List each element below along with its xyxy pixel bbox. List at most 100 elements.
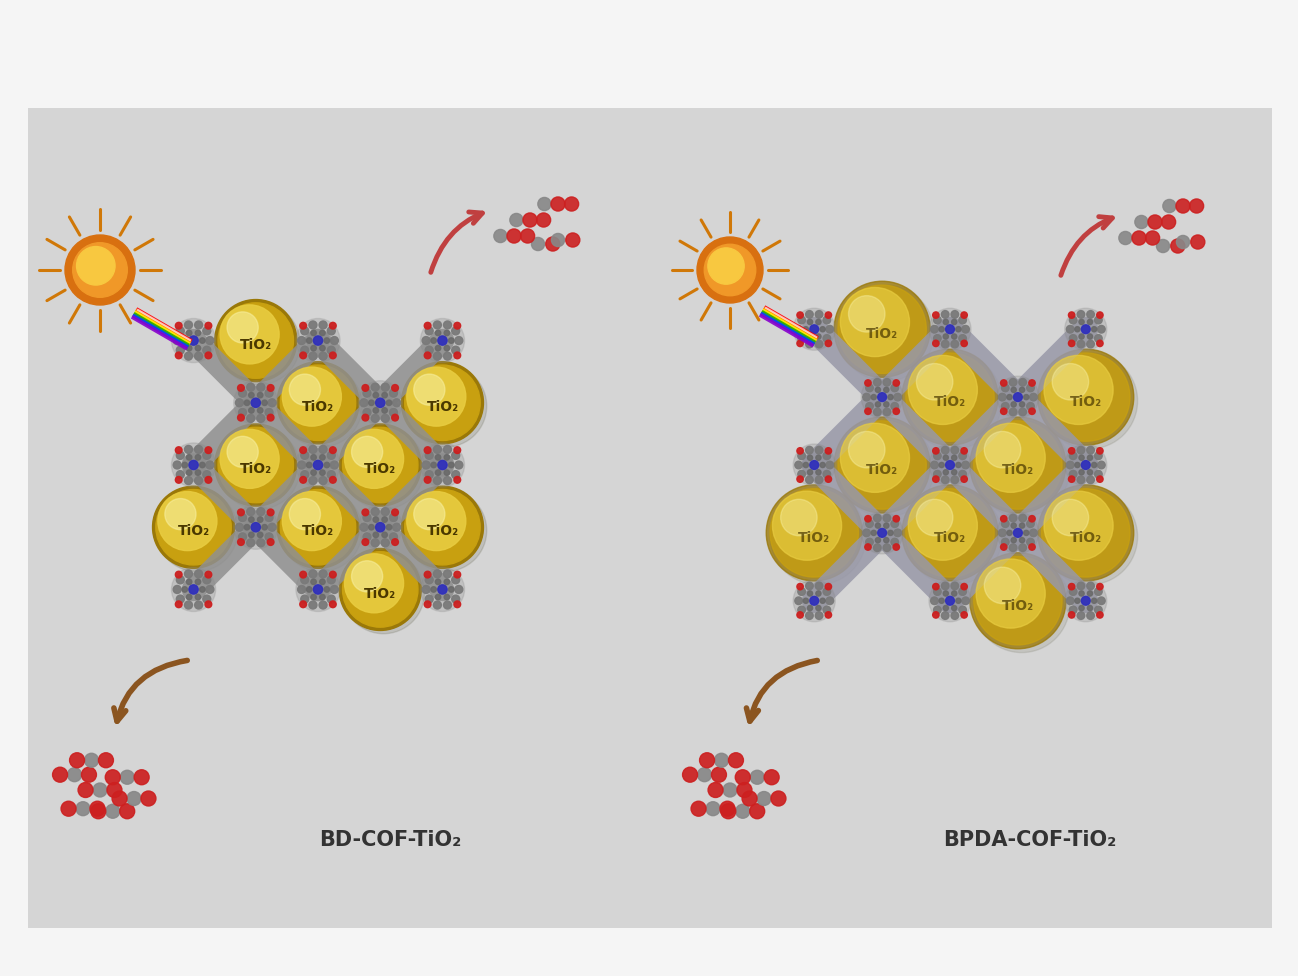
Circle shape <box>961 341 967 346</box>
Circle shape <box>705 244 755 296</box>
Circle shape <box>1088 319 1093 325</box>
Circle shape <box>244 400 249 405</box>
Circle shape <box>401 486 483 568</box>
Circle shape <box>884 402 889 407</box>
Circle shape <box>280 490 362 572</box>
Circle shape <box>933 316 941 324</box>
Circle shape <box>933 476 938 482</box>
Circle shape <box>1029 529 1037 537</box>
Circle shape <box>1044 491 1114 560</box>
Circle shape <box>951 590 957 596</box>
Circle shape <box>1001 408 1007 415</box>
Circle shape <box>73 243 127 298</box>
Circle shape <box>200 338 205 344</box>
Circle shape <box>369 524 374 530</box>
Circle shape <box>177 470 184 478</box>
Circle shape <box>823 316 831 324</box>
Circle shape <box>1024 394 1029 400</box>
Circle shape <box>946 461 954 469</box>
Circle shape <box>330 476 336 483</box>
Circle shape <box>405 365 480 440</box>
Circle shape <box>820 327 826 332</box>
Circle shape <box>1094 316 1102 324</box>
Circle shape <box>373 532 379 538</box>
Circle shape <box>1092 327 1097 332</box>
Circle shape <box>218 303 300 385</box>
Circle shape <box>888 394 893 400</box>
Circle shape <box>1081 461 1090 469</box>
Circle shape <box>1001 515 1007 522</box>
Circle shape <box>221 305 279 364</box>
Circle shape <box>177 595 184 603</box>
Circle shape <box>452 327 459 335</box>
Circle shape <box>235 399 244 407</box>
Circle shape <box>171 567 215 612</box>
Circle shape <box>826 584 832 590</box>
Circle shape <box>1088 455 1093 461</box>
Circle shape <box>1147 215 1162 229</box>
Circle shape <box>249 392 254 398</box>
Circle shape <box>324 338 330 344</box>
Circle shape <box>816 590 822 596</box>
Circle shape <box>454 322 461 329</box>
Circle shape <box>435 455 441 460</box>
Circle shape <box>951 455 957 461</box>
Circle shape <box>823 335 831 343</box>
Circle shape <box>244 524 249 530</box>
Circle shape <box>119 804 135 819</box>
Circle shape <box>1079 455 1084 461</box>
Circle shape <box>301 576 309 584</box>
Circle shape <box>890 385 898 391</box>
Text: TiO₂: TiO₂ <box>178 524 209 539</box>
Circle shape <box>424 447 431 454</box>
Circle shape <box>382 532 387 538</box>
Circle shape <box>826 597 833 604</box>
Circle shape <box>251 522 261 532</box>
Circle shape <box>909 355 977 425</box>
Circle shape <box>1029 515 1036 522</box>
Circle shape <box>262 400 267 405</box>
Circle shape <box>437 585 447 594</box>
Circle shape <box>1044 355 1114 425</box>
Circle shape <box>1077 476 1085 484</box>
Circle shape <box>720 801 735 816</box>
Circle shape <box>343 427 424 509</box>
Circle shape <box>1007 530 1012 536</box>
Circle shape <box>405 365 487 447</box>
Circle shape <box>175 322 182 329</box>
Circle shape <box>951 334 957 339</box>
Circle shape <box>362 539 369 546</box>
Circle shape <box>537 197 550 211</box>
Circle shape <box>319 455 324 460</box>
Circle shape <box>319 476 327 484</box>
Circle shape <box>823 470 831 478</box>
Circle shape <box>984 431 1020 468</box>
Circle shape <box>330 571 336 578</box>
Circle shape <box>697 237 763 303</box>
Circle shape <box>454 352 461 359</box>
Circle shape <box>974 421 1070 517</box>
Circle shape <box>392 414 398 421</box>
Circle shape <box>221 429 279 488</box>
Circle shape <box>182 338 187 344</box>
Circle shape <box>300 571 306 578</box>
Text: TiO₂: TiO₂ <box>426 400 458 414</box>
Text: BPDA-COF-TiO₂: BPDA-COF-TiO₂ <box>944 830 1116 850</box>
Circle shape <box>235 523 244 531</box>
Text: TiO₂: TiO₂ <box>365 462 396 476</box>
Circle shape <box>1070 606 1077 614</box>
FancyBboxPatch shape <box>29 108 1272 928</box>
Circle shape <box>998 529 1006 537</box>
Circle shape <box>257 532 263 538</box>
Circle shape <box>1094 470 1102 478</box>
Circle shape <box>319 352 327 360</box>
Circle shape <box>884 538 889 543</box>
Circle shape <box>247 384 254 391</box>
Circle shape <box>184 601 192 609</box>
Circle shape <box>363 533 371 541</box>
Circle shape <box>1094 606 1102 614</box>
Circle shape <box>195 469 201 475</box>
Circle shape <box>239 513 247 521</box>
Circle shape <box>863 529 871 537</box>
Circle shape <box>454 601 461 608</box>
